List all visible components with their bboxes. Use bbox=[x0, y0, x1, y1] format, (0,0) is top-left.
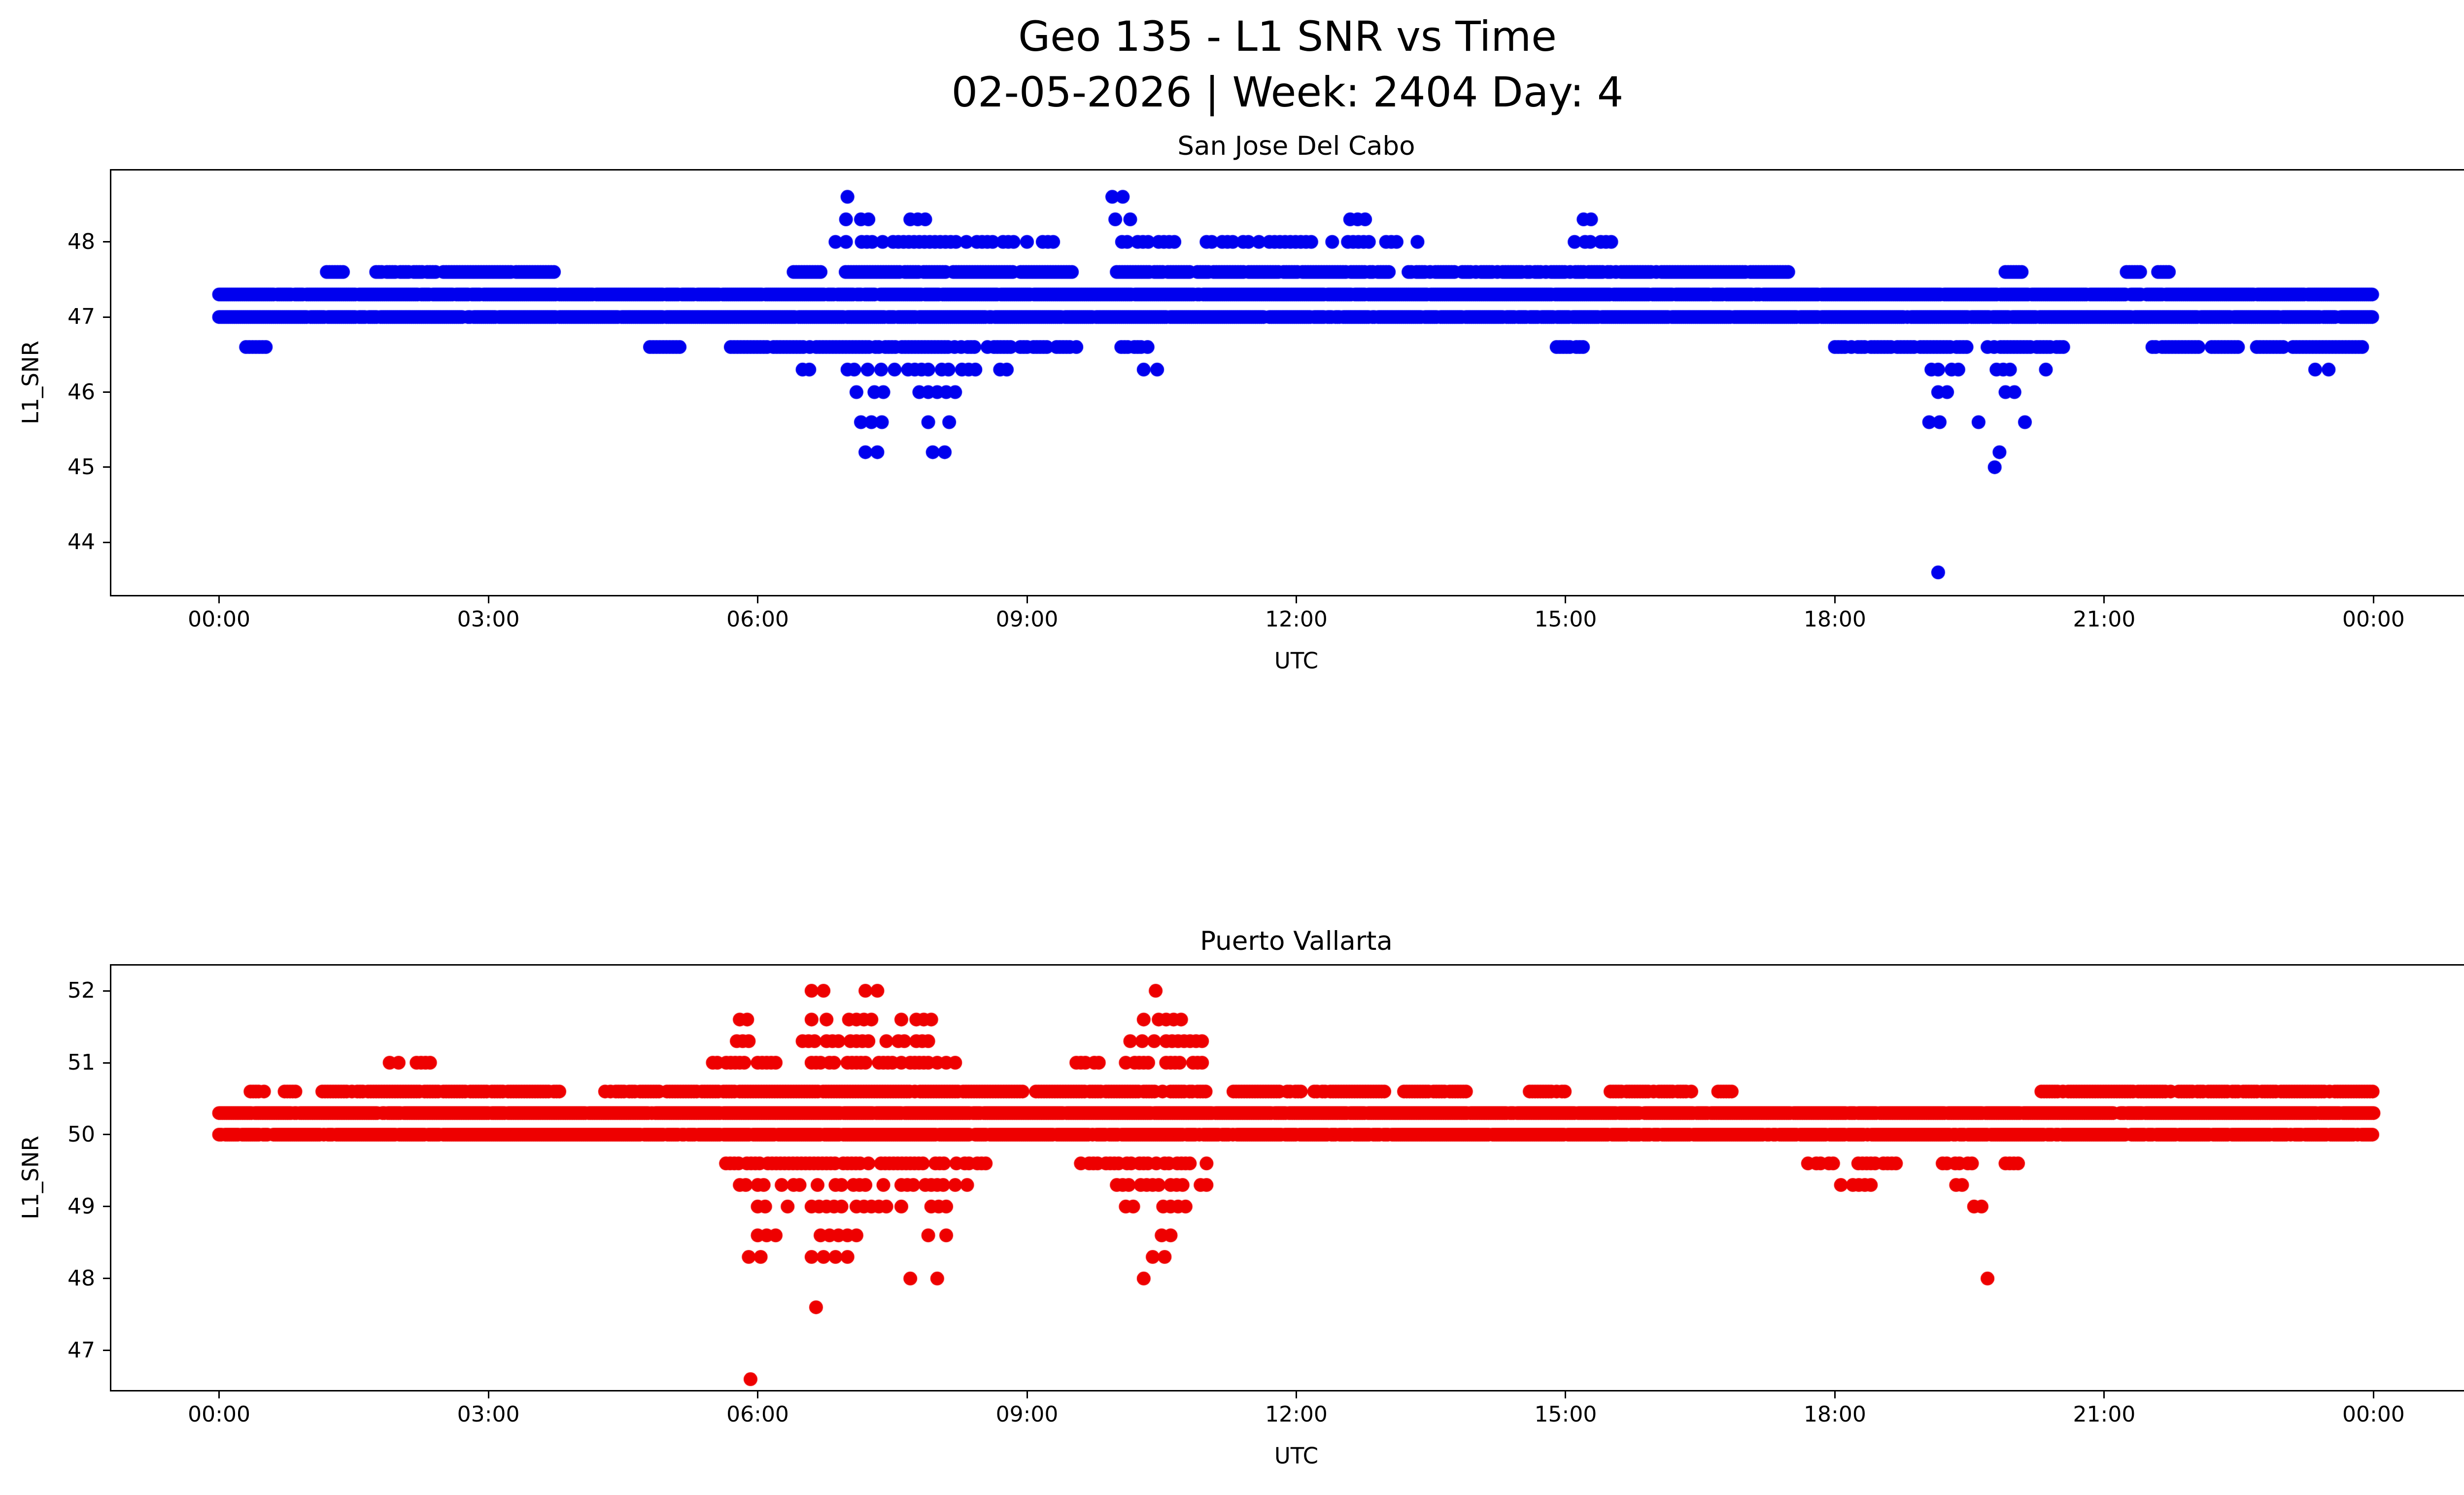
x-tick bbox=[487, 1391, 489, 1398]
subplot-title: San Jose Del Cabo bbox=[1177, 131, 1415, 161]
y-tick-label: 45 bbox=[68, 454, 95, 480]
x-tick-label: 00:00 bbox=[2342, 607, 2405, 632]
x-axis-label: UTC bbox=[1274, 1443, 1319, 1469]
plot-area bbox=[110, 964, 2464, 1391]
plot-area bbox=[110, 169, 2464, 596]
x-tick-label: 21:00 bbox=[2073, 607, 2136, 632]
y-tick-label: 48 bbox=[68, 229, 95, 254]
x-tick-label: 15:00 bbox=[1534, 1402, 1597, 1427]
x-tick bbox=[487, 596, 489, 603]
subplot-title: Puerto Vallarta bbox=[1200, 926, 1393, 956]
x-tick bbox=[1834, 596, 1836, 603]
y-tick bbox=[103, 466, 110, 468]
x-tick-label: 18:00 bbox=[1804, 607, 1866, 632]
x-tick bbox=[1565, 1391, 1567, 1398]
x-tick-label: 21:00 bbox=[2073, 1402, 2136, 1427]
x-tick bbox=[1296, 1391, 1297, 1398]
x-tick bbox=[1834, 1391, 1836, 1398]
figure-title-line1: Geo 135 - L1 SNR vs Time bbox=[1018, 12, 1557, 61]
y-tick-label: 51 bbox=[68, 1050, 95, 1075]
x-tick-label: 06:00 bbox=[726, 1402, 789, 1427]
y-tick-label: 46 bbox=[68, 379, 95, 405]
x-tick-label: 09:00 bbox=[995, 607, 1059, 632]
x-tick-label: 06:00 bbox=[726, 607, 789, 632]
y-tick bbox=[103, 1062, 110, 1064]
y-tick bbox=[103, 316, 110, 318]
x-tick-label: 00:00 bbox=[188, 1402, 250, 1427]
y-tick bbox=[103, 990, 110, 992]
x-tick bbox=[1565, 596, 1567, 603]
x-tick bbox=[1026, 1391, 1028, 1398]
x-tick bbox=[2103, 1391, 2105, 1398]
x-tick bbox=[2372, 1391, 2374, 1398]
y-tick-label: 48 bbox=[68, 1265, 95, 1291]
scatter-canvas bbox=[111, 966, 2464, 1390]
x-tick bbox=[218, 1391, 220, 1398]
x-tick-label: 12:00 bbox=[1265, 1402, 1328, 1427]
scatter-canvas bbox=[111, 171, 2464, 595]
x-tick bbox=[757, 1391, 759, 1398]
x-tick-label: 09:00 bbox=[995, 1402, 1059, 1427]
y-tick bbox=[103, 1278, 110, 1280]
x-tick-label: 03:00 bbox=[457, 607, 520, 632]
x-tick bbox=[2103, 596, 2105, 603]
y-tick-label: 49 bbox=[68, 1193, 95, 1219]
x-tick-label: 03:00 bbox=[457, 1402, 520, 1427]
x-tick-label: 15:00 bbox=[1534, 607, 1597, 632]
x-tick bbox=[2372, 596, 2374, 603]
x-axis-label: UTC bbox=[1274, 648, 1319, 674]
y-tick-label: 50 bbox=[68, 1121, 95, 1147]
x-tick bbox=[218, 596, 220, 603]
x-tick-label: 18:00 bbox=[1804, 1402, 1866, 1427]
x-tick bbox=[757, 596, 759, 603]
y-tick bbox=[103, 391, 110, 393]
y-tick-label: 44 bbox=[68, 529, 95, 555]
y-tick bbox=[103, 241, 110, 243]
x-tick bbox=[1026, 596, 1028, 603]
figure-title-line2: 02-05-2026 | Week: 2404 Day: 4 bbox=[951, 68, 1624, 117]
figure-title: Geo 135 - L1 SNR vs Time 02-05-2026 | We… bbox=[0, 9, 2464, 121]
y-tick-label: 47 bbox=[68, 1337, 95, 1363]
y-tick bbox=[103, 1350, 110, 1352]
y-tick bbox=[103, 541, 110, 543]
y-tick-label: 47 bbox=[68, 304, 95, 330]
y-tick-label: 52 bbox=[68, 978, 95, 1004]
x-tick bbox=[1296, 596, 1297, 603]
x-tick-label: 00:00 bbox=[188, 607, 250, 632]
x-tick-label: 12:00 bbox=[1265, 607, 1328, 632]
y-tick bbox=[103, 1134, 110, 1136]
y-tick bbox=[103, 1206, 110, 1208]
x-tick-label: 00:00 bbox=[2342, 1402, 2405, 1427]
